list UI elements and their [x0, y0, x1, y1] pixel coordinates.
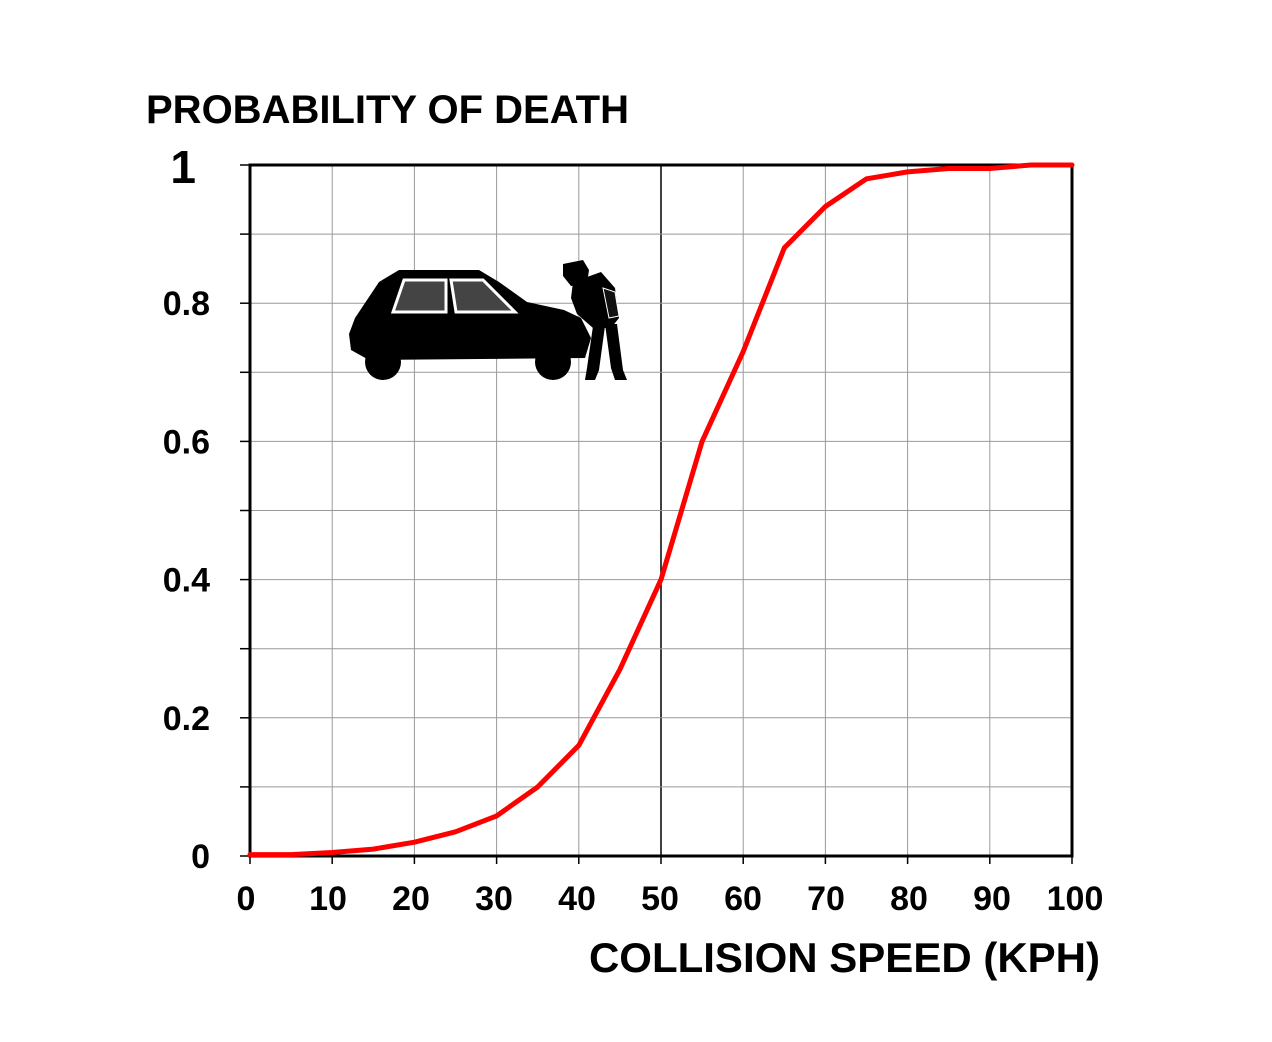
x-tick-labels: 0 10 20 30 40 50 60 70 80 90 100 — [237, 880, 1104, 918]
x-tick-label: 40 — [558, 880, 596, 918]
plot-frame — [240, 163, 1074, 864]
x-tick-label: 100 — [1047, 880, 1104, 918]
data-point — [619, 669, 620, 670]
data-point — [661, 579, 662, 580]
data-point — [702, 441, 703, 442]
data-point — [866, 178, 867, 179]
data-point — [743, 351, 744, 352]
x-tick-label: 50 — [641, 880, 679, 918]
y-tick-label: 0 — [191, 838, 210, 876]
x-tick-label: 10 — [309, 880, 347, 918]
x-tick-label: 60 — [724, 880, 762, 918]
series-line — [247, 162, 1075, 858]
data-point — [989, 168, 990, 169]
x-tick-label: 20 — [392, 880, 430, 918]
y-tick-label: 0.6 — [163, 423, 210, 461]
data-point — [825, 206, 826, 207]
y-tick-label: 0.2 — [163, 700, 210, 738]
y-tick-label: 1 — [170, 141, 196, 193]
grid — [250, 165, 1072, 856]
x-tick-label: 0 — [237, 880, 256, 918]
data-point — [1030, 165, 1031, 166]
data-point — [250, 854, 251, 855]
data-point — [907, 171, 908, 172]
data-point — [1072, 165, 1073, 166]
data-point — [373, 849, 374, 850]
x-tick-label: 80 — [890, 880, 928, 918]
data-point — [414, 842, 415, 843]
y-tick-label: 0.4 — [163, 562, 210, 600]
x-tick-label: 30 — [475, 880, 513, 918]
x-axis-title: COLLISION SPEED (KPH) — [589, 934, 1100, 981]
chart-title: PROBABILITY OF DEATH — [146, 88, 629, 132]
data-point — [578, 745, 579, 746]
car-striking-pedestrian-icon — [349, 260, 627, 380]
data-point — [332, 852, 333, 853]
data-point — [496, 815, 497, 816]
y-tick-label: 0.8 — [163, 285, 210, 323]
data-point — [784, 247, 785, 248]
x-tick-label: 70 — [807, 880, 845, 918]
data-point — [948, 168, 949, 169]
x-tick-label: 90 — [973, 880, 1011, 918]
series-layer — [247, 162, 1075, 858]
data-point — [291, 854, 292, 855]
data-point — [537, 786, 538, 787]
data-point — [455, 831, 456, 832]
y-tick-labels: 0 0.2 0.4 0.6 0.8 1 — [163, 141, 210, 876]
